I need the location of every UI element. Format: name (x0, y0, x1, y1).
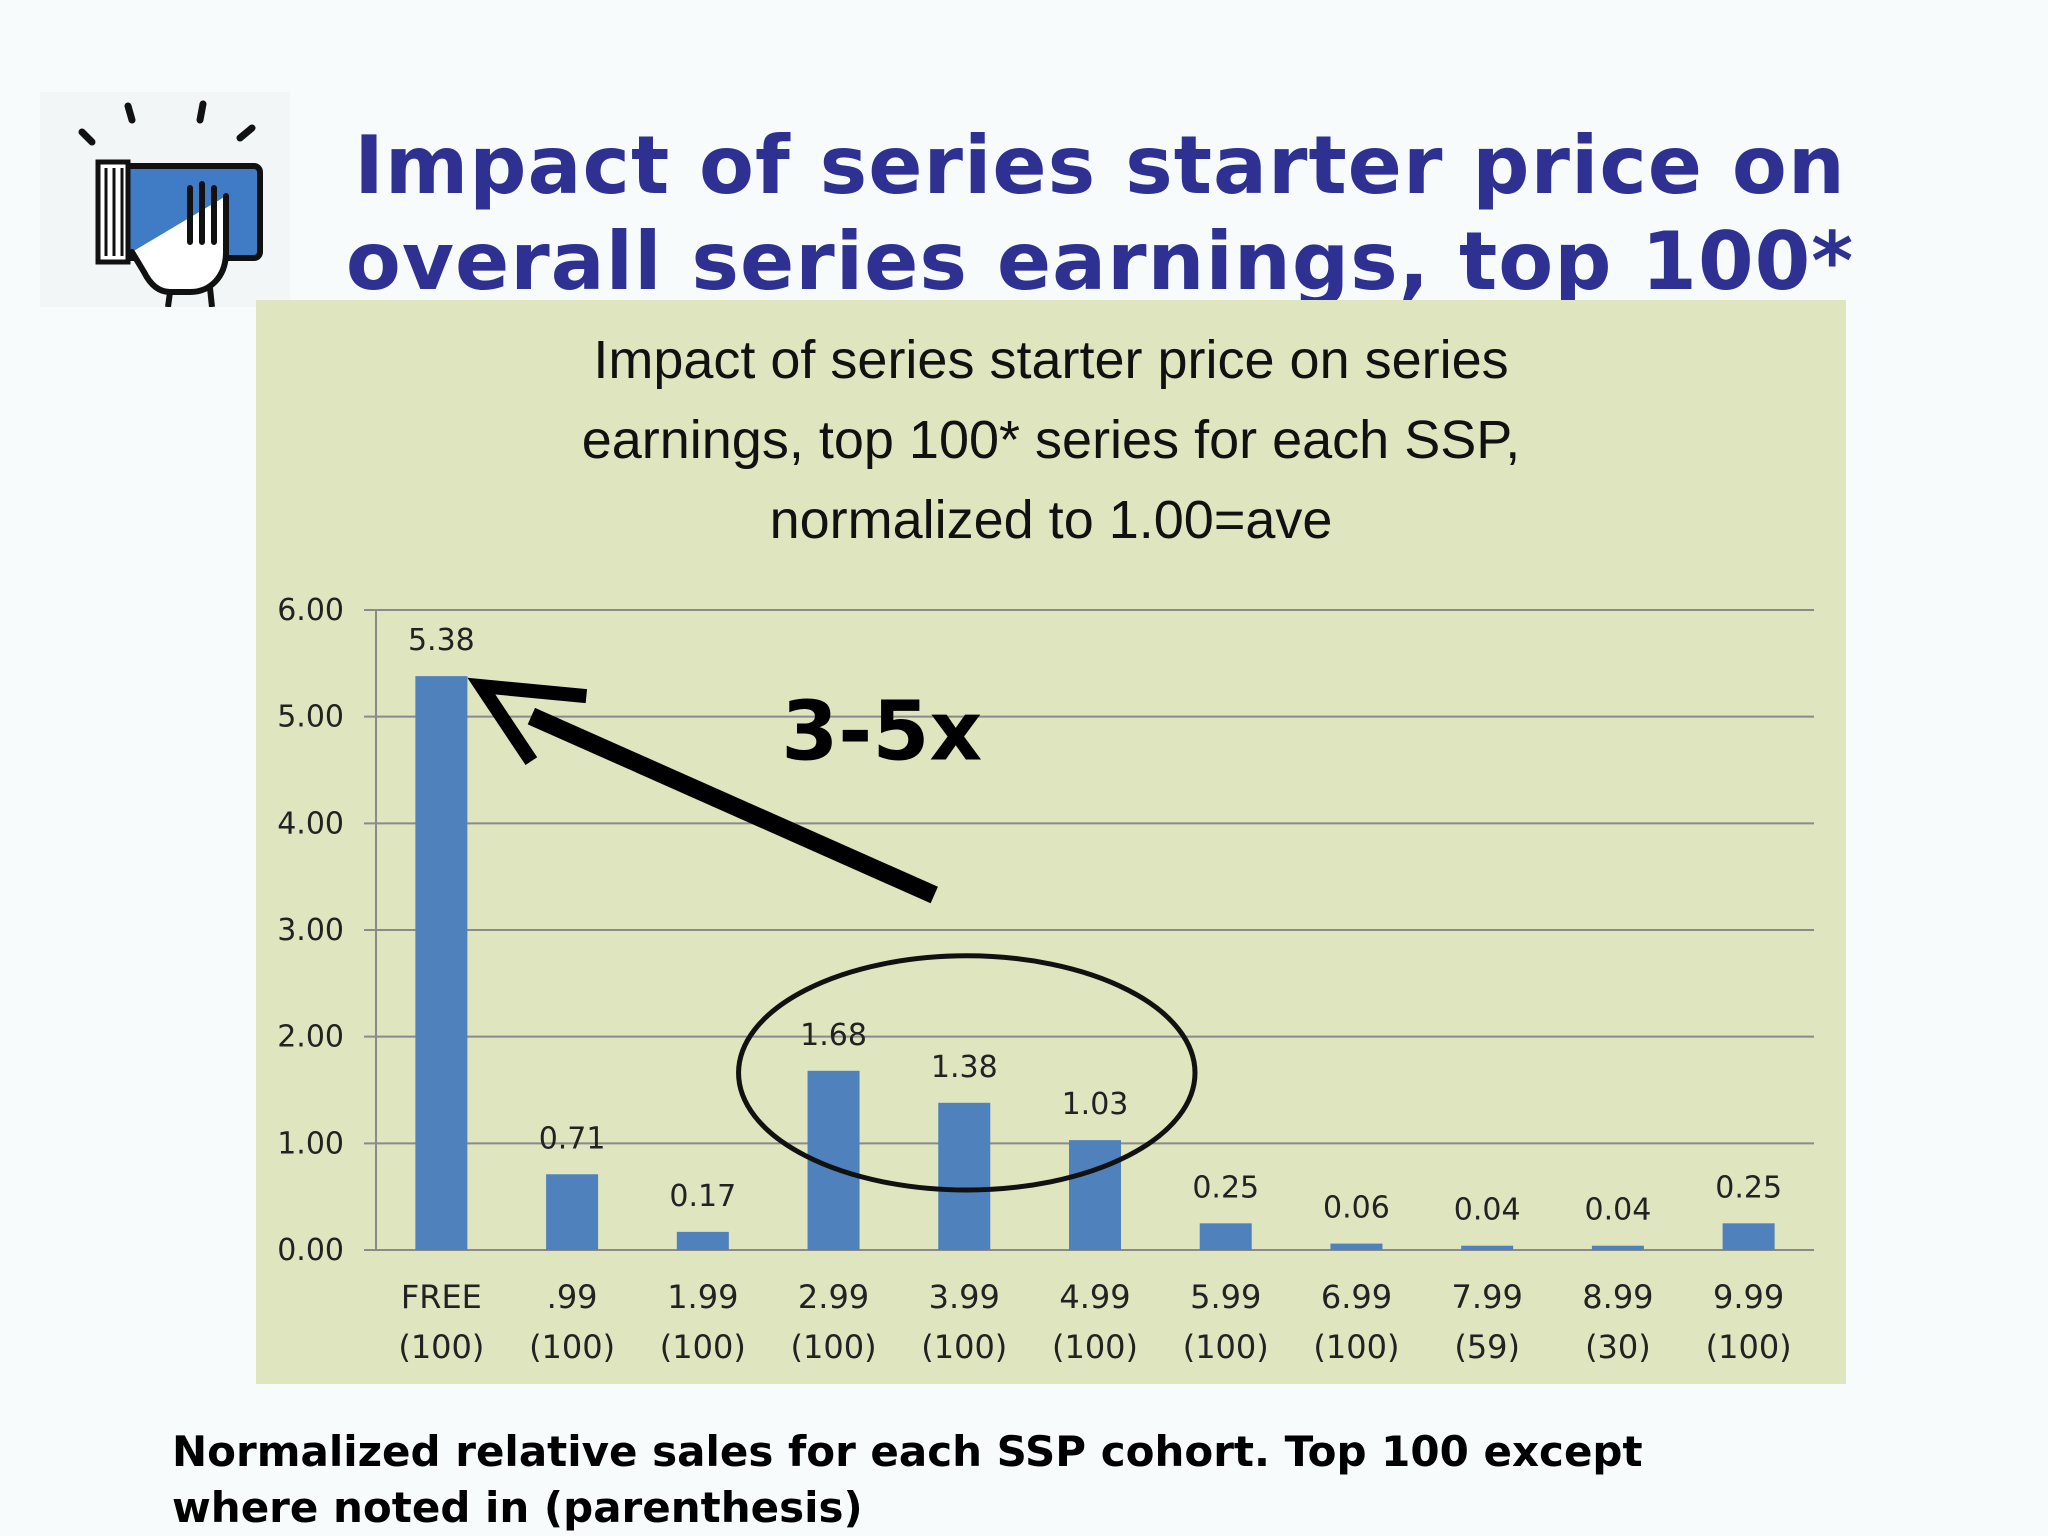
chart-title: Impact of series starter price on series… (582, 330, 1521, 550)
chart-title-line-3: normalized to 1.00=ave (770, 490, 1333, 550)
bar (938, 1102, 991, 1250)
x-tick-label: 6.99 (1321, 1278, 1392, 1316)
x-tick-count-label: (100) (398, 1328, 484, 1366)
bar (1722, 1223, 1775, 1250)
x-tick-label: 7.99 (1452, 1278, 1523, 1316)
x-axis-labels: FREE (100) .99 (100) 1.99 (100) 2.99 (100) 3.99 (… (398, 1278, 1791, 1366)
x-tick-label: 5.99 (1190, 1278, 1261, 1316)
annotation: 3-5x (467, 677, 1198, 1193)
y-tick-label: 6.00 (277, 593, 344, 628)
y-tick-label: 5.00 (277, 700, 344, 735)
arrow-shaft (527, 707, 938, 904)
x-tick-count-label: (100) (921, 1328, 1007, 1366)
x-tick-count-label: (100) (529, 1328, 615, 1366)
y-tick-label: 1.00 (277, 1126, 344, 1161)
caption-line1: Normalized relative sales for each SSP c… (172, 1427, 1643, 1476)
x-tick-count-label: (100) (1183, 1328, 1269, 1366)
chart-title-line-1: Impact of series starter price on series (593, 330, 1508, 390)
data-label: 1.38 (931, 1050, 998, 1085)
x-tick-count-label: (100) (1313, 1328, 1399, 1366)
data-label: 0.25 (1192, 1170, 1259, 1205)
caption-line2: where noted in (parenthesis) (172, 1483, 863, 1532)
x-tick-count-label: (100) (1706, 1328, 1792, 1366)
data-label: 0.04 (1454, 1193, 1521, 1228)
y-axis-ticks: 0.00 1.00 2.00 3.00 4.00 5.00 6.00 (277, 593, 344, 1268)
y-tick-label: 2.00 (277, 1020, 344, 1055)
data-label: 0.17 (669, 1179, 736, 1214)
slide-title-line1: Impact of series starter price on (354, 119, 1846, 212)
x-tick-count-label: (30) (1585, 1328, 1651, 1366)
bar (1330, 1243, 1383, 1250)
chart-panel: Impact of series starter price on series… (256, 300, 1846, 1384)
x-tick-count-label: (100) (791, 1328, 877, 1366)
x-tick-label: FREE (401, 1278, 482, 1316)
arrow-head (467, 677, 588, 766)
bar (676, 1231, 729, 1250)
data-label: 0.25 (1715, 1170, 1782, 1205)
slide-title-line2: overall series earnings, top 100* (345, 215, 1855, 308)
annotation-3-5x: 3-5x (781, 684, 982, 779)
y-tick-label: 4.00 (277, 806, 344, 841)
x-tick-label: 4.99 (1059, 1278, 1130, 1316)
circle-highlight (736, 953, 1198, 1193)
data-label: 1.68 (800, 1018, 867, 1053)
x-tick-label: 2.99 (798, 1278, 869, 1316)
data-label: 1.03 (1062, 1087, 1129, 1122)
data-label: 5.38 (408, 623, 475, 658)
gridlines (364, 609, 1814, 1251)
caption: Normalized relative sales for each SSP c… (172, 1424, 1872, 1536)
bar (415, 676, 468, 1250)
bar (1461, 1245, 1514, 1250)
y-tick-label: 0.00 (277, 1233, 344, 1268)
x-tick-label: 1.99 (667, 1278, 738, 1316)
data-labels: 5.38 0.71 0.17 1.68 1.38 1.03 0.25 0.06 0.04 0.04… (408, 623, 1782, 1228)
x-tick-label: 9.99 (1713, 1278, 1784, 1316)
bar-chart: Impact of series starter price on series… (277, 330, 1814, 1366)
bar (546, 1174, 599, 1250)
chart-title-line-2: earnings, top 100* series for each SSP, (582, 410, 1521, 470)
x-tick-count-label: (100) (1052, 1328, 1138, 1366)
x-tick-label: .99 (547, 1278, 598, 1316)
data-label: 0.06 (1323, 1191, 1390, 1226)
bar (1199, 1223, 1252, 1250)
x-tick-label: 8.99 (1582, 1278, 1653, 1316)
hand-on-book-icon (78, 100, 263, 308)
slide-title: Impact of series starter price on overal… (340, 118, 1860, 310)
logo (40, 92, 290, 308)
x-tick-count-label: (59) (1454, 1328, 1520, 1366)
data-label: 0.04 (1585, 1193, 1652, 1228)
bar (1591, 1245, 1644, 1250)
x-tick-label: 3.99 (929, 1278, 1000, 1316)
bar (1069, 1140, 1121, 1250)
bars (415, 676, 1775, 1250)
y-tick-label: 3.00 (277, 913, 344, 948)
x-tick-count-label: (100) (660, 1328, 746, 1366)
data-label: 0.71 (539, 1121, 606, 1156)
